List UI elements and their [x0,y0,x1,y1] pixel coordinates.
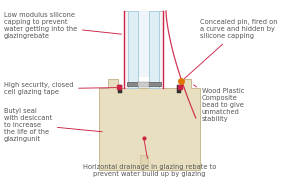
FancyBboxPatch shape [177,85,181,93]
Text: Concealed pin, fired on
a curve and hidden by
silicone capping: Concealed pin, fired on a curve and hidd… [184,19,278,79]
FancyBboxPatch shape [138,82,149,87]
FancyBboxPatch shape [149,11,159,88]
Text: Low modulus silicone
capping to prevent
water getting into the
glazingrebate: Low modulus silicone capping to prevent … [4,12,122,39]
Text: Wood Plastic
Composite
bead to give
unmatched
stability: Wood Plastic Composite bead to give unma… [194,85,244,122]
FancyBboxPatch shape [128,11,138,88]
FancyBboxPatch shape [124,11,129,88]
FancyBboxPatch shape [140,156,148,164]
Polygon shape [99,79,200,170]
Text: High security, closed
cell glazing tape: High security, closed cell glazing tape [4,82,116,95]
FancyBboxPatch shape [118,85,122,93]
FancyBboxPatch shape [158,11,163,88]
FancyBboxPatch shape [127,82,160,86]
Text: Butyl seal
with desiccant
to increase
the life of the
glazingunit: Butyl seal with desiccant to increase th… [4,108,102,142]
Text: Horizontal drainage in glazing rebate to
prevent water build up by glazing: Horizontal drainage in glazing rebate to… [83,140,216,177]
FancyBboxPatch shape [138,11,149,77]
